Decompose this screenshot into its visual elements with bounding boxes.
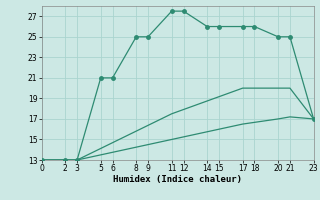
X-axis label: Humidex (Indice chaleur): Humidex (Indice chaleur): [113, 175, 242, 184]
